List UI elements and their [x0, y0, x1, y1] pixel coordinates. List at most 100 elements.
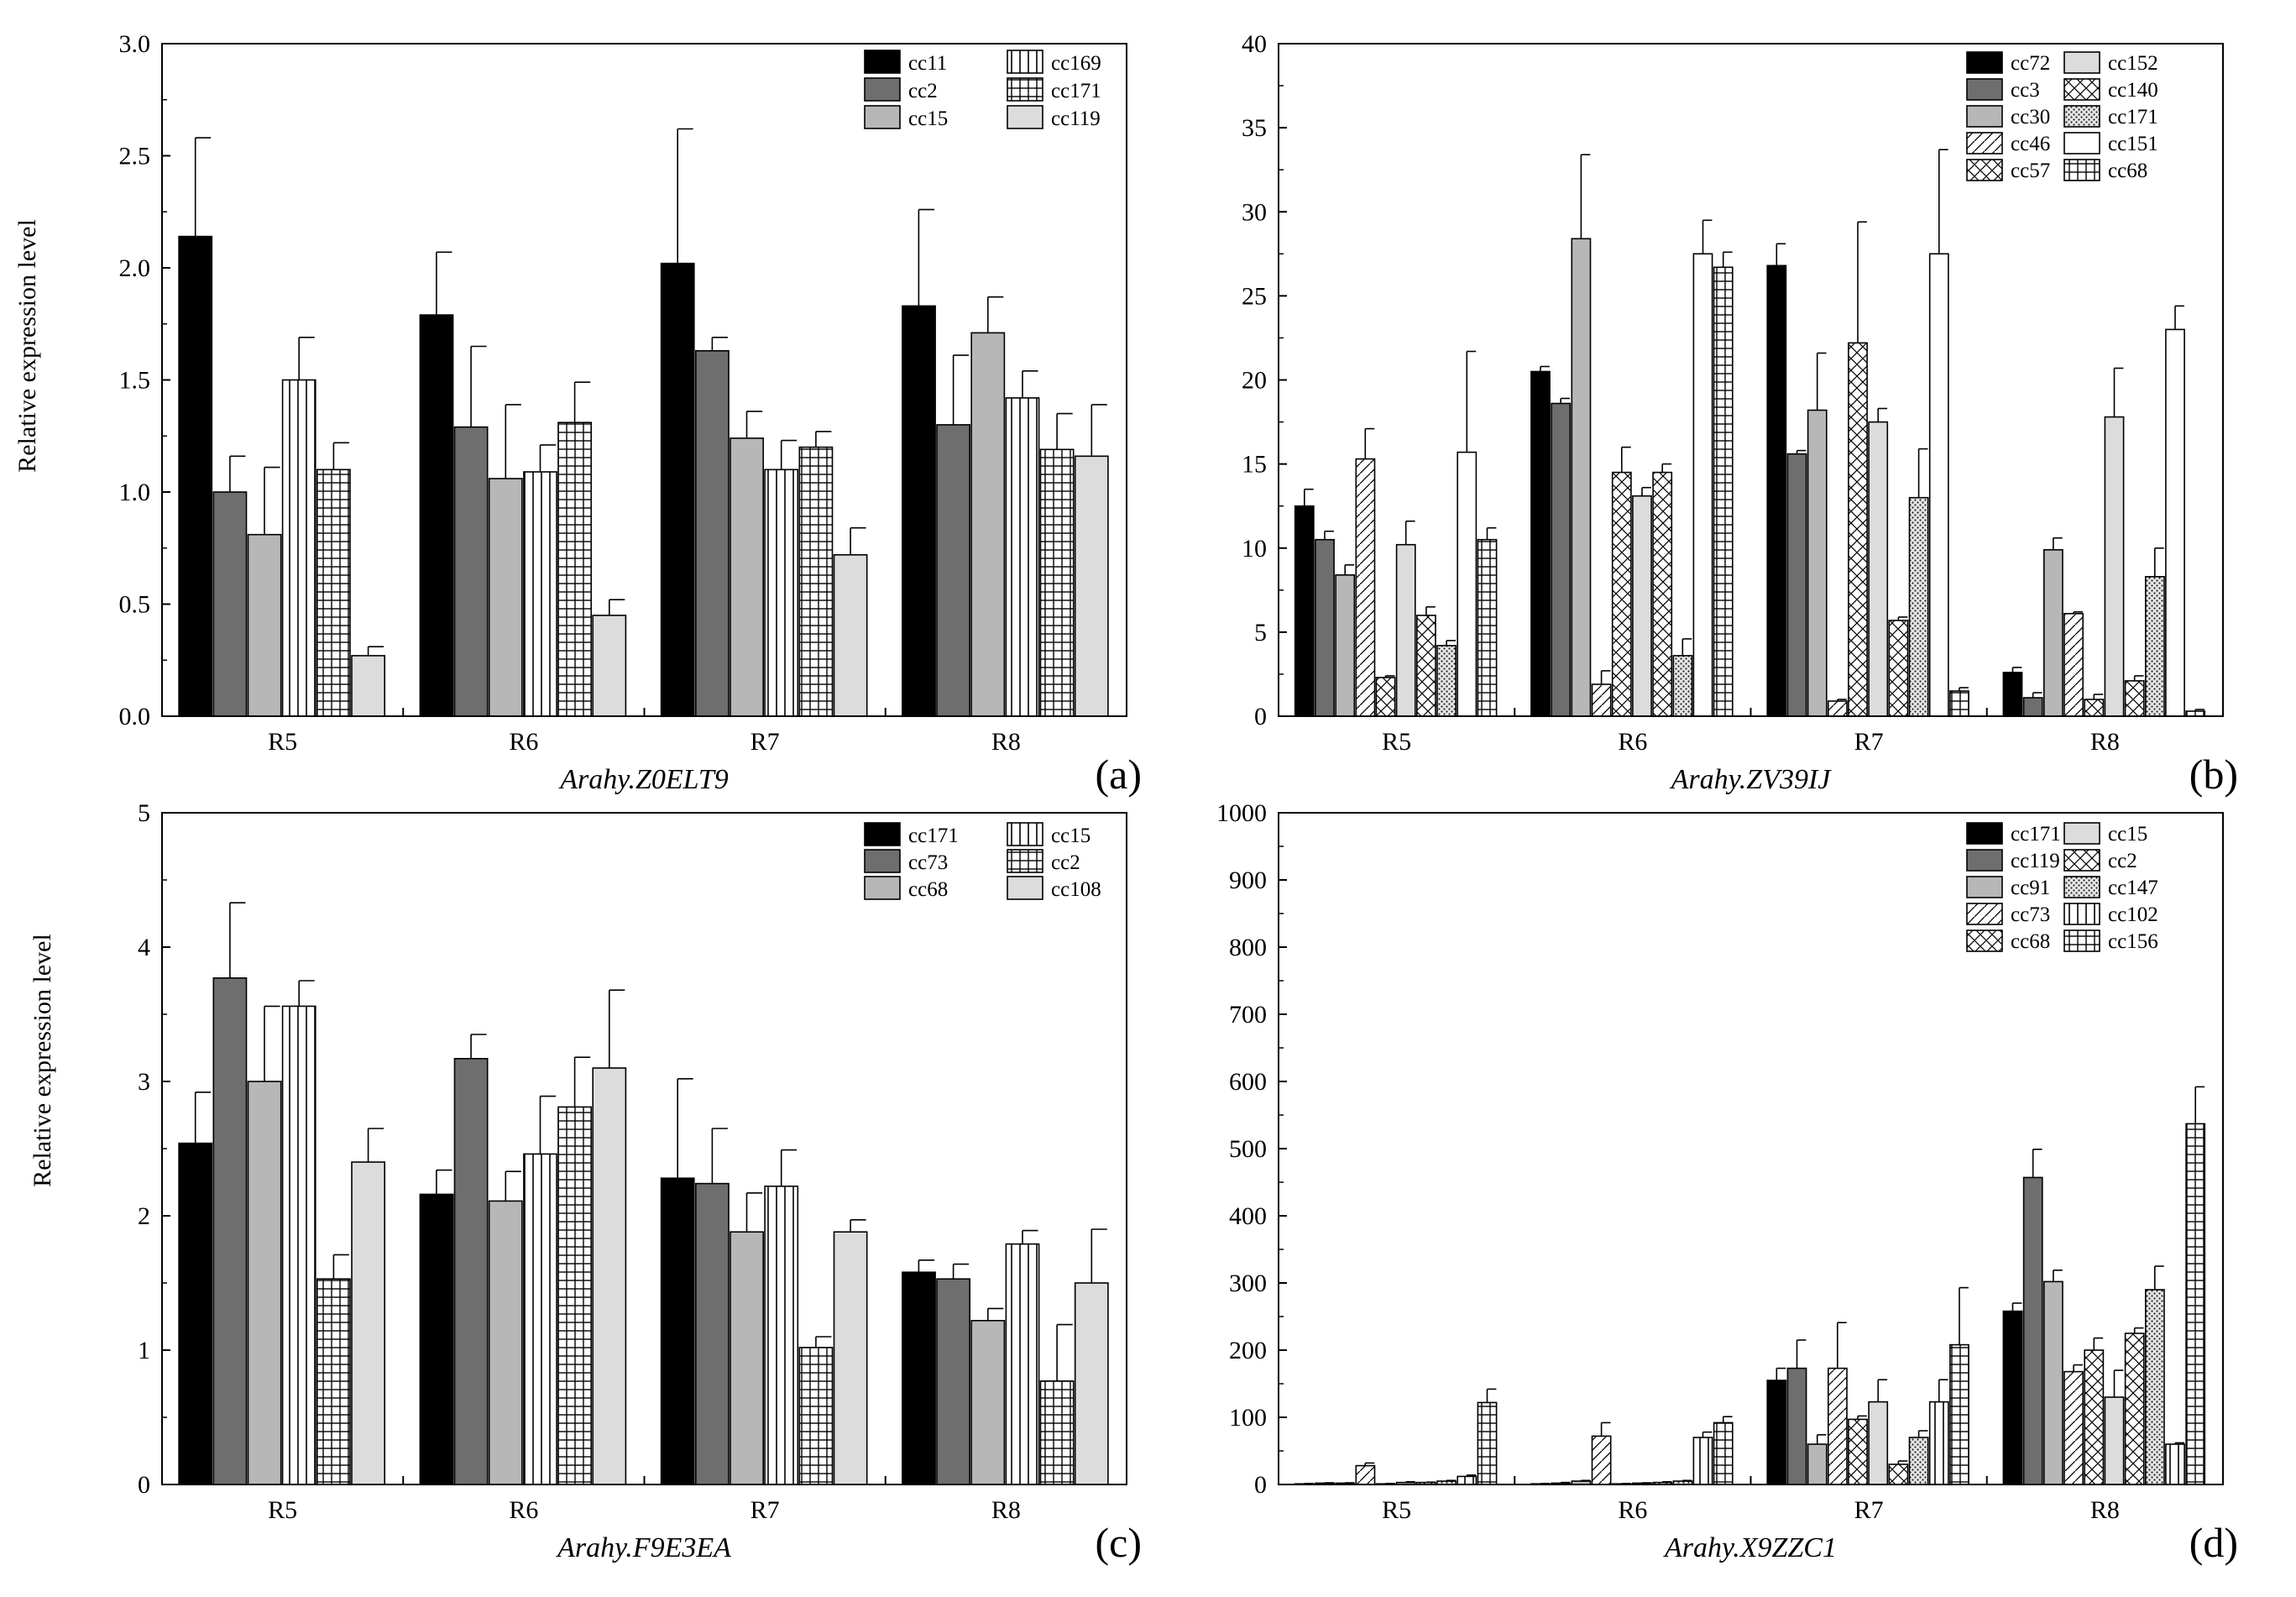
bar-cc73-R7 [694, 1182, 730, 1485]
x-tick-label-R5: R5 [1382, 728, 1411, 756]
legend-swatch-cc171 [2063, 105, 2100, 128]
y-tick-label: 3 [138, 1068, 150, 1096]
bar-cc2-R6 [453, 426, 489, 717]
x-tick-label-R8: R8 [2090, 728, 2120, 756]
legend-swatch-cc72 [1966, 51, 2003, 74]
legend-label-cc15: cc15 [1051, 825, 1090, 847]
bar-cc68-R6 [488, 1200, 523, 1485]
bar-cc57-R7 [1848, 342, 1868, 717]
legend-swatch-cc147 [2063, 876, 2100, 898]
bar-cc73-R8 [936, 1278, 971, 1485]
x-tick-label-R5: R5 [1382, 1496, 1411, 1524]
legend-swatch-cc108 [1007, 876, 1043, 900]
bar-cc68-R8 [2084, 1349, 2105, 1485]
y-tick-label: 5 [1254, 619, 1267, 647]
bar-cc2-R8 [1039, 1380, 1075, 1485]
bar-cc3-R7 [1786, 453, 1807, 717]
bar-cc140-R6 [1652, 471, 1673, 717]
legend-swatch-cc46 [1966, 132, 2003, 154]
x-tick-label-R5: R5 [268, 1496, 297, 1524]
bar-cc68-R5 [247, 1081, 282, 1485]
x-tick-label-R8: R8 [2090, 1496, 2120, 1524]
legend: cc11 cc2 cc15 cc169 cc171 cc119 [864, 50, 1101, 130]
bar-cc11-R5 [178, 235, 213, 717]
bar-cc46-R5 [1355, 458, 1376, 717]
panel-b: 0 5 10 15 20 25 30 35 40 R5 R6 R7 R8 Arahy.ZV39IJ (b) c… [1242, 30, 2238, 798]
bar-cc2-R5 [212, 491, 248, 717]
x-tick-label-R7: R7 [1854, 728, 1884, 756]
legend-swatch-cc15 [2063, 822, 2100, 845]
y-tick-label: 5 [138, 799, 150, 827]
bar-cc73-R8 [2063, 1370, 2084, 1485]
bar-cc2-R8 [936, 424, 971, 717]
bar-cc72-R6 [1530, 370, 1551, 717]
y-tick-label: 700 [1229, 1001, 1267, 1029]
bar-cc151-R7 [1928, 253, 1949, 717]
bar-cc15-R8 [970, 332, 1006, 717]
legend-swatch-cc102 [2063, 903, 2100, 925]
legend: cc171 cc119 cc91 cc73 cc68 cc15 cc2 cc147 cc102 c… [1966, 822, 2158, 953]
panel-label: (b) [2189, 751, 2238, 798]
bar-cc171-R8 [2145, 575, 2165, 717]
y-tick-label: 100 [1229, 1404, 1267, 1432]
bar-cc15-R7 [730, 437, 765, 717]
gene-name-label: Arahy.X9ZZC1 [1663, 1532, 1837, 1563]
bar-cc73-R6 [453, 1058, 489, 1485]
x-tick-label-R6: R6 [1618, 1496, 1647, 1524]
y-axis-label-bottom: Relative expression level [29, 934, 56, 1187]
panel-label: (c) [1096, 1519, 1143, 1566]
bar-cc147-R8 [2145, 1289, 2165, 1485]
x-tick-label-R8: R8 [991, 728, 1021, 756]
legend-swatch-cc15 [1007, 822, 1043, 846]
bar-cc119-R5 [351, 655, 386, 717]
bar-cc73-R5 [212, 977, 248, 1485]
y-tick-label: 2.0 [119, 254, 151, 282]
y-tick-label: 3.0 [119, 30, 151, 58]
bar-cc11-R7 [660, 262, 695, 717]
y-tick-label: 15 [1242, 451, 1267, 479]
gene-name-label: Arahy.F9E3EA [556, 1532, 731, 1563]
bar-cc57-R6 [1611, 471, 1632, 717]
bar-cc15-R5 [281, 1005, 316, 1485]
legend-label-cc91: cc91 [2011, 877, 2050, 899]
gene-name-label: Arahy.Z0ELT9 [558, 764, 729, 795]
bar-cc108-R5 [351, 1161, 386, 1485]
legend-label-cc68: cc68 [908, 878, 948, 901]
x-tick-label-R8: R8 [991, 1496, 1021, 1524]
legend-swatch-cc140 [2063, 78, 2100, 101]
bar-cc171-R5 [316, 469, 351, 717]
bar-cc57-R5 [1375, 677, 1396, 717]
bar-cc15-R7 [1868, 1401, 1889, 1485]
y-tick-label: 25 [1242, 282, 1267, 310]
legend-label-cc73: cc73 [908, 851, 948, 874]
bar-cc119-R6 [592, 615, 627, 717]
legend-swatch-cc68 [1966, 929, 2003, 952]
y-tick-label: 400 [1229, 1202, 1267, 1230]
y-tick-label: 1.0 [119, 479, 151, 506]
legend: cc171 cc73 cc68 cc15 cc2 cc108 [864, 822, 1101, 901]
y-tick-label: 1000 [1216, 799, 1267, 827]
bar-cc68-R8 [970, 1320, 1006, 1485]
bar-cc171-R8 [2002, 1310, 2023, 1485]
legend-label-cc2: cc2 [1051, 851, 1080, 874]
bar-cc68-R5 [1477, 538, 1498, 717]
legend-label-cc2: cc2 [2108, 850, 2137, 872]
bar-cc30-R7 [1807, 409, 1828, 717]
y-tick-label: 1.5 [119, 367, 151, 395]
bar-cc2-R7 [694, 349, 730, 717]
legend-label-cc68: cc68 [2011, 930, 2050, 953]
bar-cc11-R8 [902, 305, 936, 717]
legend-swatch-cc2 [864, 77, 901, 102]
legend-swatch-cc119 [1007, 105, 1043, 129]
bar-cc46-R7 [1828, 700, 1848, 717]
bar-cc171-R5 [1436, 645, 1457, 717]
y-tick-label: 1 [138, 1337, 150, 1364]
bar-cc156-R7 [1949, 1343, 1969, 1485]
y-tick-label: 10 [1242, 535, 1267, 563]
bar-cc15-R5 [247, 533, 282, 717]
x-tick-label-R6: R6 [1618, 728, 1647, 756]
bar-cc30-R6 [1571, 238, 1592, 717]
bar-cc30-R8 [2043, 548, 2063, 717]
bar-cc68-R7 [1949, 690, 1969, 717]
